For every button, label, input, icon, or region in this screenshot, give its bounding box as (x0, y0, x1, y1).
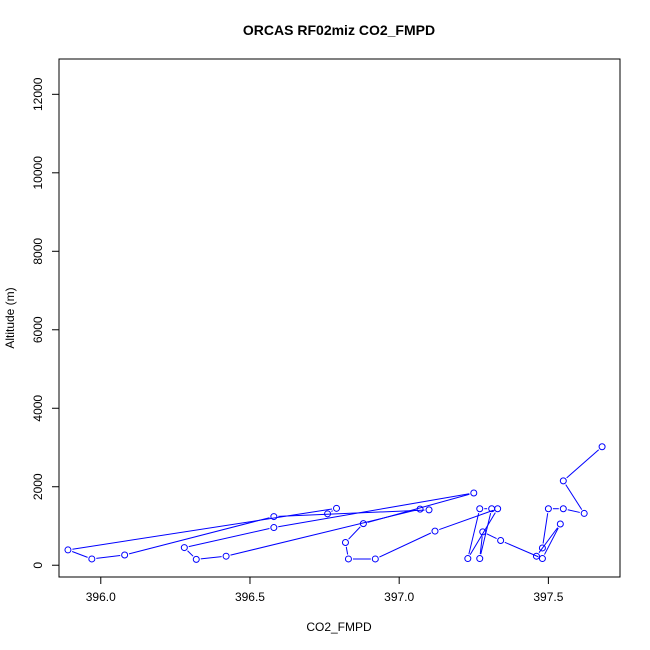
data-point (559, 477, 567, 485)
series-segment (469, 512, 496, 555)
chart-title: ORCAS RF02miz CO2_FMPD (243, 22, 435, 38)
y-axis: 0 2000 4000 6000 8000 10000 12000 (31, 77, 60, 569)
series-segment (345, 546, 349, 555)
data-point (476, 505, 484, 513)
series-segment (278, 509, 425, 517)
y-tick-label: 0 (31, 562, 45, 569)
data-point (416, 505, 424, 513)
series-segment (439, 509, 494, 531)
data-point (470, 489, 478, 497)
data-point (344, 555, 352, 563)
data-point (532, 552, 540, 560)
data-point (556, 520, 564, 528)
y-tick-label: 12000 (31, 77, 45, 111)
series-segment (566, 449, 600, 479)
y-tick-label: 10000 (31, 156, 45, 190)
data-point (270, 524, 278, 532)
data-point (559, 505, 567, 513)
data-point (324, 510, 332, 518)
data-series-line (71, 449, 600, 560)
series-segment (486, 533, 497, 540)
y-tick-label: 2000 (31, 473, 45, 500)
data-point (538, 555, 546, 563)
data-point (64, 546, 72, 554)
series-segment (200, 556, 222, 560)
series-segment (479, 536, 483, 555)
data-point (494, 505, 502, 513)
data-series-points (64, 443, 606, 563)
series-segment (348, 526, 361, 540)
series-segment (504, 541, 539, 558)
data-point (538, 544, 546, 552)
data-point (222, 552, 230, 560)
data-point (580, 509, 588, 517)
x-tick-label: 396.0 (86, 590, 116, 604)
x-axis-label: CO2_FMPD (306, 620, 372, 634)
data-point (359, 520, 367, 528)
data-point (88, 555, 96, 563)
series-segment (331, 510, 333, 512)
data-point (180, 544, 188, 552)
data-point (497, 537, 505, 545)
series-segment (565, 484, 583, 510)
plot-frame (58, 58, 621, 578)
data-point (333, 504, 341, 512)
series-segment (230, 509, 416, 556)
data-point (341, 538, 349, 546)
y-tick-label: 8000 (31, 238, 45, 265)
data-point (479, 528, 487, 536)
data-point (476, 555, 484, 563)
series-segment (96, 555, 121, 559)
data-point (121, 551, 129, 559)
series-segment (187, 550, 194, 557)
series-segment (72, 508, 333, 550)
x-tick-label: 397.5 (533, 590, 563, 604)
series-segment (542, 513, 549, 544)
data-point (270, 513, 278, 521)
x-tick-label: 396.5 (235, 590, 265, 604)
series-segment (567, 509, 580, 513)
data-point (371, 555, 379, 563)
data-point (431, 527, 439, 535)
data-point (192, 555, 200, 563)
series-segment (188, 528, 270, 548)
x-axis: 396.0 396.5 397.0 397.5 (86, 576, 564, 604)
y-tick-label: 6000 (31, 316, 45, 343)
data-point (598, 443, 606, 451)
y-axis-label: Altitude (m) (3, 287, 17, 348)
series-segment (544, 527, 559, 555)
y-tick-label: 4000 (31, 395, 45, 422)
series-segment (71, 551, 88, 558)
series-segment (468, 512, 480, 555)
series-segment (128, 517, 270, 555)
series-segment (379, 532, 432, 558)
data-point (464, 555, 472, 563)
x-tick-label: 397.0 (384, 590, 414, 604)
data-point (544, 505, 552, 513)
data-point (425, 506, 433, 514)
series-segment (278, 493, 470, 528)
series-segment (538, 527, 559, 553)
